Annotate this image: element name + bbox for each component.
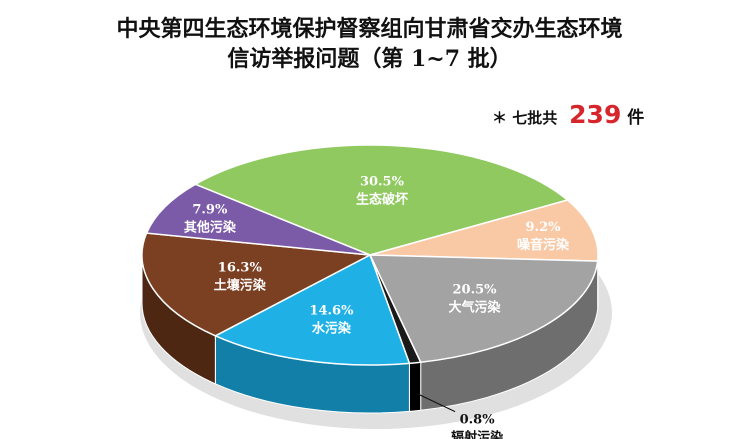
data-label-pct-2: 9.2% <box>526 220 562 235</box>
data-label-pct-5: 14.6% <box>309 303 354 318</box>
pie-top <box>141 144 599 366</box>
data-label-name-4: 辐射污染 <box>451 430 504 439</box>
pie-side-walls <box>141 254 599 414</box>
pie-slice-3 <box>368 254 599 364</box>
chart-title-line-2: 信访举报问题（第 1~7 批） <box>227 46 512 72</box>
total-count: ＊ 七批共 239 件 <box>492 100 644 129</box>
data-label-name-2: 噪音污染 <box>517 237 570 253</box>
pie-slice-2 <box>369 199 599 262</box>
pie-slice-1 <box>193 144 570 256</box>
total-suffix: 件 <box>627 108 645 128</box>
pie-slice-5 <box>213 253 411 366</box>
chart-title: 中央第四生态环境保护督察组向甘肃省交办生态环境 信访举报问题（第 1~7 批） <box>0 14 739 74</box>
pie-labels: 30.5% 生态破坏 9.2% 噪音污染 20.5% 大气污染 0.8% 辐射污染 14.6% 水… <box>184 174 570 439</box>
data-label-name-6: 土壤污染 <box>214 277 267 293</box>
data-label-name-5: 水污染 <box>312 320 352 336</box>
pie-slice-6 <box>141 232 373 337</box>
data-label-name-1: 生态破坏 <box>356 191 408 207</box>
total-value: 239 <box>569 100 622 129</box>
pie-side-4 <box>408 361 422 412</box>
total-prefix: ＊ 七批共 <box>492 109 558 127</box>
data-label-name-7: 其他污染 <box>184 220 237 236</box>
data-label-pct-7: 7.9% <box>192 203 228 218</box>
data-label-pct-4: 0.8% <box>460 413 496 428</box>
data-label-pct-6: 16.3% <box>218 260 263 275</box>
leader-line-4 <box>416 393 456 413</box>
pie-slice-7 <box>145 183 371 256</box>
data-label-pct-3: 20.5% <box>453 283 498 298</box>
data-label-name-3: 大气污染 <box>449 300 502 316</box>
data-label-pct-1: 30.5% <box>360 174 405 189</box>
chart-title-line-1: 中央第四生态环境保护督察组向甘肃省交办生态环境 <box>116 16 623 42</box>
